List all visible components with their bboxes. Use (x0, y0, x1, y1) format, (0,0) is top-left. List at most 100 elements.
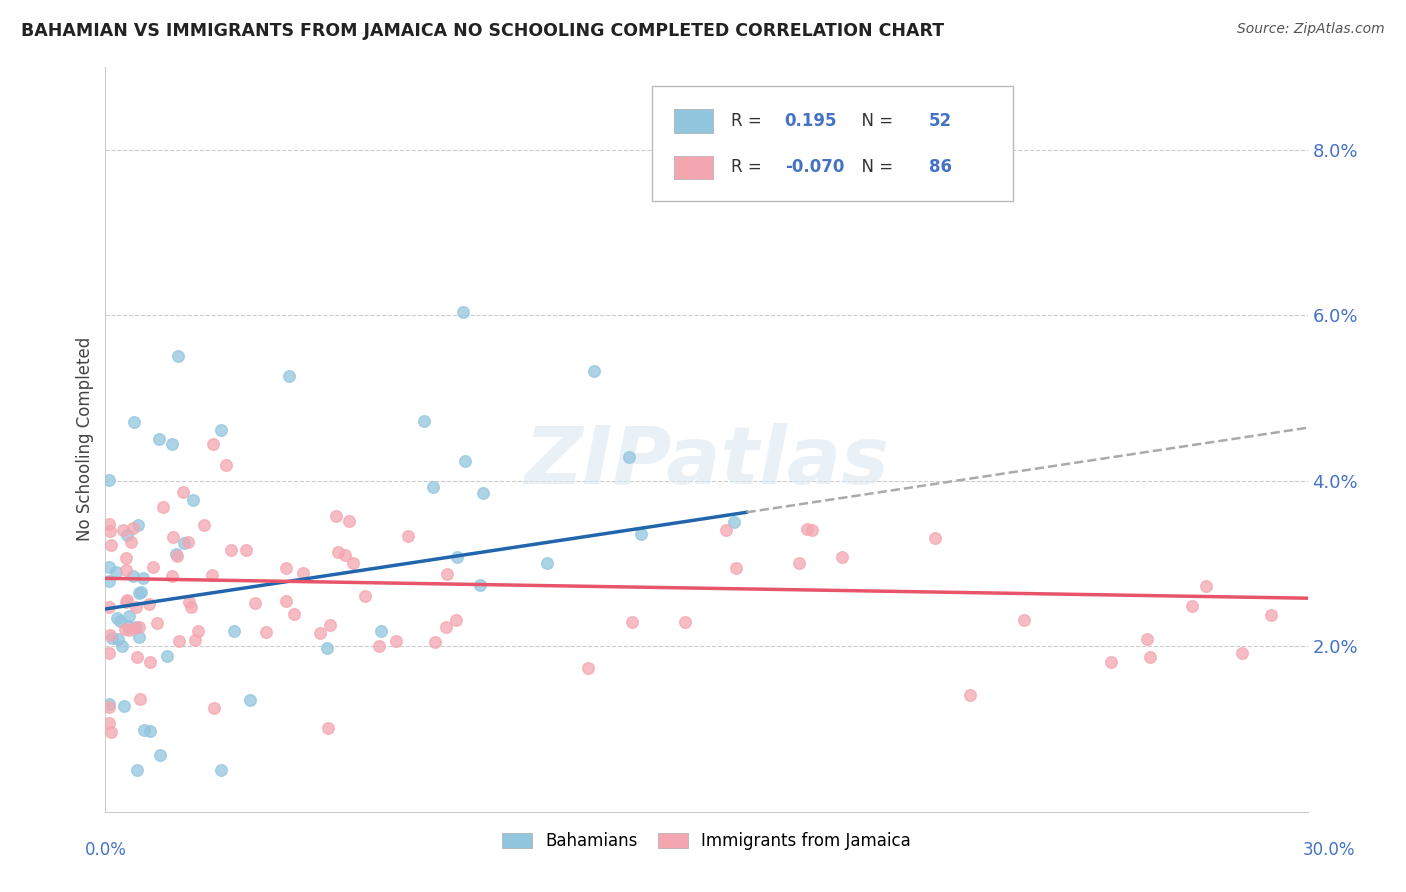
Point (422, 481, 444, 495)
Point (454, 454, 477, 468)
Point (434, 619, 457, 633)
Point (138, 723, 160, 738)
Point (173, 536, 195, 550)
Point (342, 556, 364, 570)
Point (959, 688, 981, 702)
Point (111, 639, 134, 653)
Text: 30.0%: 30.0% (1302, 840, 1355, 858)
Point (98, 716, 121, 731)
Point (98, 646, 121, 660)
Point (219, 543, 242, 558)
Point (100, 538, 122, 552)
Point (149, 748, 172, 763)
Point (796, 522, 818, 536)
Point (274, 560, 297, 574)
Point (215, 458, 238, 472)
Point (181, 492, 204, 507)
Point (128, 630, 150, 644)
Point (472, 486, 495, 500)
Point (176, 535, 198, 549)
Text: BAHAMIAN VS IMMIGRANTS FROM JAMAICA NO SCHOOLING COMPLETED CORRELATION CHART: BAHAMIAN VS IMMIGRANTS FROM JAMAICA NO S… (21, 22, 945, 40)
Point (801, 523, 824, 537)
Point (129, 585, 152, 599)
Point (425, 635, 447, 649)
Point (239, 693, 262, 707)
Point (118, 623, 141, 637)
Point (156, 649, 179, 664)
Point (124, 415, 146, 429)
Point (152, 500, 174, 515)
Point (114, 622, 136, 636)
Point (1012, 613, 1035, 627)
Point (446, 550, 468, 565)
Point (127, 518, 149, 533)
Point (1136, 632, 1159, 647)
FancyBboxPatch shape (652, 86, 1014, 201)
Point (202, 437, 225, 451)
Point (115, 592, 138, 607)
Point (105, 611, 128, 625)
Point (122, 621, 145, 635)
Point (224, 624, 246, 638)
Point (98, 600, 121, 615)
Point (368, 639, 391, 653)
Point (101, 632, 124, 646)
Point (125, 600, 148, 615)
Point (337, 514, 360, 528)
Point (98, 560, 121, 574)
Text: 0.0%: 0.0% (84, 840, 127, 858)
Point (235, 542, 257, 557)
Point (831, 550, 853, 565)
Point (98, 628, 121, 642)
Point (209, 424, 232, 438)
Point (723, 516, 745, 530)
Text: R =: R = (731, 112, 766, 130)
Point (536, 557, 558, 571)
Point (162, 530, 184, 544)
Point (787, 556, 810, 570)
Point (169, 634, 191, 648)
Text: -0.070: -0.070 (785, 159, 844, 177)
Point (583, 364, 606, 378)
Text: R =: R = (731, 159, 766, 177)
Point (128, 620, 150, 634)
Point (98, 697, 121, 711)
Point (468, 578, 491, 592)
Point (166, 549, 188, 564)
Point (98, 517, 121, 532)
Point (193, 518, 215, 533)
Point (167, 349, 190, 363)
Point (630, 527, 652, 541)
Point (148, 432, 170, 446)
Text: Source: ZipAtlas.com: Source: ZipAtlas.com (1237, 22, 1385, 37)
Point (412, 414, 434, 428)
Text: 0.195: 0.195 (785, 112, 837, 130)
Text: ZIPatlas: ZIPatlas (524, 423, 889, 500)
Point (98, 700, 121, 714)
Point (1195, 579, 1218, 593)
Text: N =: N = (851, 112, 898, 130)
Point (162, 568, 184, 582)
Point (326, 545, 349, 559)
Point (436, 567, 458, 582)
Point (160, 437, 183, 451)
Point (132, 723, 155, 738)
Point (146, 615, 169, 630)
Point (621, 615, 644, 629)
Point (1099, 655, 1122, 669)
Point (120, 535, 142, 549)
Point (138, 597, 160, 611)
Legend: Bahamians, Immigrants from Jamaica: Bahamians, Immigrants from Jamaica (495, 826, 918, 857)
Point (335, 548, 357, 562)
Bar (673, 110, 713, 133)
Point (128, 586, 150, 600)
Point (172, 484, 194, 499)
Point (165, 547, 187, 561)
Point (115, 550, 138, 565)
Point (370, 624, 392, 638)
Point (1232, 646, 1254, 660)
Point (325, 509, 347, 524)
Point (187, 624, 209, 639)
Text: N =: N = (851, 159, 898, 177)
Point (673, 615, 696, 629)
